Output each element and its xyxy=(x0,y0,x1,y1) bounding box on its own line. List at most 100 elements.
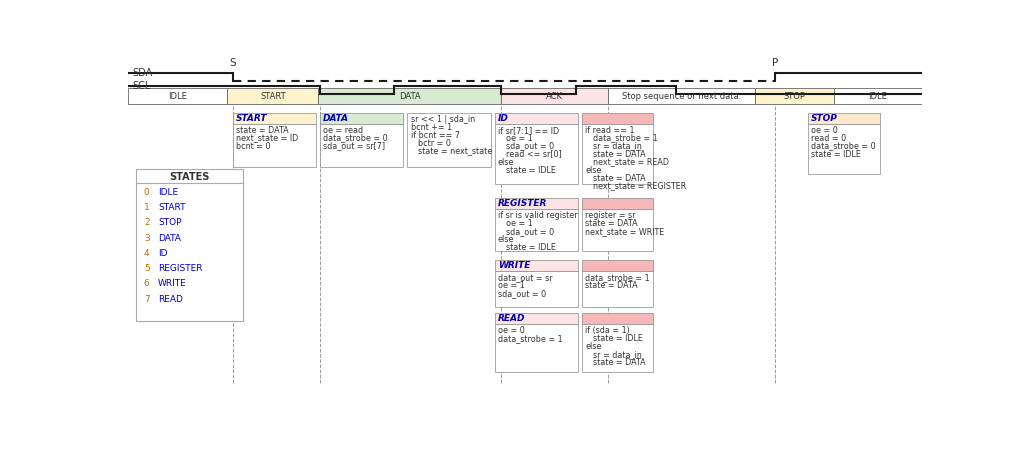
Text: 4: 4 xyxy=(143,249,150,258)
Bar xyxy=(755,89,835,105)
Bar xyxy=(582,209,653,251)
Text: P: P xyxy=(772,58,778,68)
Bar xyxy=(582,324,653,372)
Text: READ: READ xyxy=(158,295,183,304)
Text: data_strobe = 1: data_strobe = 1 xyxy=(585,273,650,282)
Bar xyxy=(495,198,578,209)
Text: START: START xyxy=(158,203,185,212)
Text: state = IDLE: state = IDLE xyxy=(593,334,643,343)
Bar xyxy=(318,89,501,105)
Text: next_state = REGISTER: next_state = REGISTER xyxy=(593,181,686,190)
Text: oe = 0: oe = 0 xyxy=(811,126,838,135)
Text: STATES: STATES xyxy=(169,172,210,182)
Text: register = sr: register = sr xyxy=(585,211,636,220)
Bar xyxy=(582,260,653,271)
Bar xyxy=(495,324,578,372)
Text: sda_out = 0: sda_out = 0 xyxy=(498,289,546,298)
Bar xyxy=(495,209,578,251)
Text: state = next_state: state = next_state xyxy=(419,146,493,156)
Bar xyxy=(582,271,653,307)
Text: sda_out = 0: sda_out = 0 xyxy=(506,227,554,236)
Text: next_state = ID: next_state = ID xyxy=(236,134,298,143)
Text: state = DATA: state = DATA xyxy=(236,126,289,135)
Bar xyxy=(232,113,316,123)
Text: SCL: SCL xyxy=(132,81,151,91)
Bar xyxy=(808,123,880,174)
Text: ID: ID xyxy=(158,249,168,258)
Text: data_strobe = 0: data_strobe = 0 xyxy=(811,142,876,151)
Text: if read == 1: if read == 1 xyxy=(585,126,635,135)
Bar xyxy=(582,198,653,209)
Bar xyxy=(321,123,403,167)
Text: IDLE: IDLE xyxy=(168,92,187,101)
Text: 3: 3 xyxy=(143,234,150,243)
Bar xyxy=(582,113,653,123)
Text: data_out = sr: data_out = sr xyxy=(498,273,552,282)
Text: state = DATA: state = DATA xyxy=(593,150,646,159)
Text: READ: READ xyxy=(498,314,525,323)
Text: if sr[7:1] == ID: if sr[7:1] == ID xyxy=(498,126,559,135)
Text: sr << 1 | sda_in: sr << 1 | sda_in xyxy=(411,115,475,124)
Text: else: else xyxy=(498,235,514,244)
Text: if sr is valid register: if sr is valid register xyxy=(498,211,578,220)
Text: DATA: DATA xyxy=(324,114,349,122)
Text: sda_out = 0: sda_out = 0 xyxy=(506,142,554,151)
Bar xyxy=(495,313,578,324)
Text: bctr = 0: bctr = 0 xyxy=(419,138,452,148)
Text: bcnt = 0: bcnt = 0 xyxy=(236,142,270,151)
Text: state = DATA: state = DATA xyxy=(593,358,646,367)
Text: oe = 1: oe = 1 xyxy=(506,134,532,143)
Bar xyxy=(495,271,578,307)
Text: data_strobe = 0: data_strobe = 0 xyxy=(324,134,388,143)
Text: WRITE: WRITE xyxy=(158,279,187,288)
Bar xyxy=(321,113,403,123)
Text: ID: ID xyxy=(498,114,509,122)
Bar xyxy=(582,313,653,324)
Text: bcnt += 1: bcnt += 1 xyxy=(411,123,452,132)
Text: next_state = READ: next_state = READ xyxy=(593,158,669,167)
Bar xyxy=(835,89,922,105)
Text: else: else xyxy=(498,158,514,167)
Bar xyxy=(495,113,578,123)
Bar xyxy=(227,89,318,105)
Text: Stop sequence or next data.: Stop sequence or next data. xyxy=(622,92,741,101)
Text: oe = 0: oe = 0 xyxy=(498,326,524,335)
Text: data_strobe = 1: data_strobe = 1 xyxy=(593,134,657,143)
Text: 0: 0 xyxy=(143,188,150,197)
Text: if (sda = 1): if (sda = 1) xyxy=(585,326,630,335)
Bar xyxy=(232,123,316,167)
Text: sr = data_in: sr = data_in xyxy=(593,142,642,151)
Text: START: START xyxy=(260,92,286,101)
Bar xyxy=(608,89,755,105)
Text: sda_out = sr[7]: sda_out = sr[7] xyxy=(324,142,385,151)
Bar xyxy=(501,89,608,105)
Text: if bcnt == 7: if bcnt == 7 xyxy=(411,131,460,140)
Text: IDLE: IDLE xyxy=(868,92,888,101)
Text: S: S xyxy=(229,58,237,68)
Text: REGISTER: REGISTER xyxy=(498,199,547,208)
Text: oe = 1: oe = 1 xyxy=(506,219,532,228)
Text: state = IDLE: state = IDLE xyxy=(811,150,861,159)
Text: state = DATA: state = DATA xyxy=(585,219,638,228)
Text: 1: 1 xyxy=(143,203,150,212)
Text: oe = read: oe = read xyxy=(324,126,364,135)
Text: state = DATA: state = DATA xyxy=(585,281,638,290)
Text: 7: 7 xyxy=(143,295,150,304)
Text: 2: 2 xyxy=(143,219,150,227)
Text: WRITE: WRITE xyxy=(498,261,530,270)
Text: STOP: STOP xyxy=(783,92,806,101)
Text: state = IDLE: state = IDLE xyxy=(506,243,556,252)
Bar xyxy=(582,123,653,184)
Bar xyxy=(808,113,880,123)
Text: DATA: DATA xyxy=(399,92,421,101)
Text: START: START xyxy=(236,114,267,122)
Text: next_state = WRITE: next_state = WRITE xyxy=(585,227,665,236)
Text: read <= sr[0]: read <= sr[0] xyxy=(506,150,561,159)
Text: STOP: STOP xyxy=(811,114,839,122)
Text: ACK: ACK xyxy=(546,92,563,101)
Text: REGISTER: REGISTER xyxy=(158,264,203,273)
Text: STOP: STOP xyxy=(158,219,181,227)
Text: 5: 5 xyxy=(143,264,150,273)
Text: data_strobe = 1: data_strobe = 1 xyxy=(498,334,562,343)
Bar xyxy=(136,169,243,321)
